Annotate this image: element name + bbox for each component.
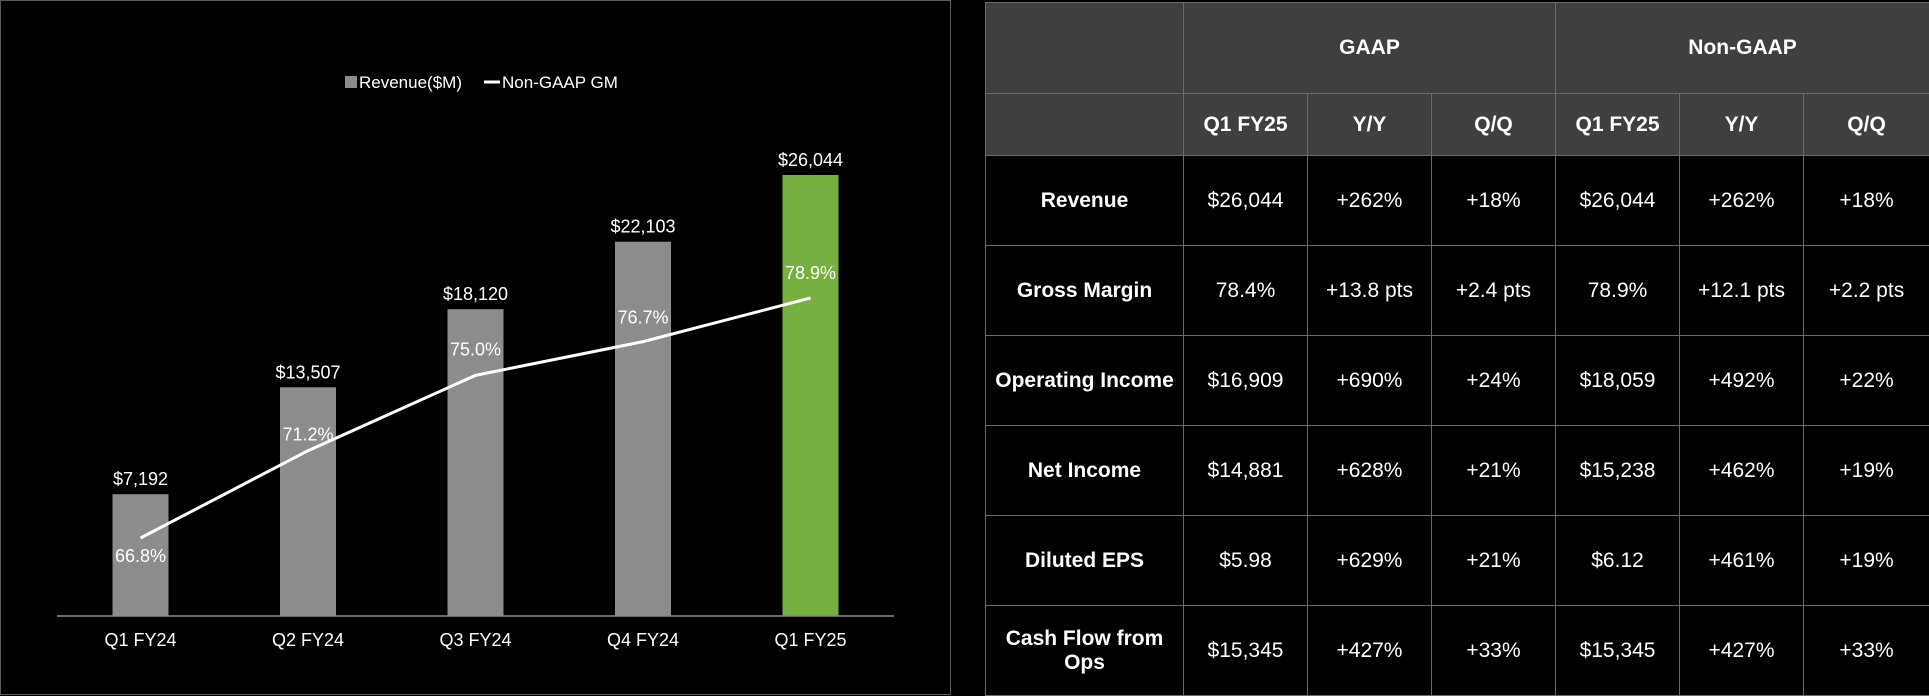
column-header: Q/Q bbox=[1804, 94, 1929, 156]
x-tick-label: Q1 FY24 bbox=[104, 630, 176, 650]
legend-label-gm: Non-GAAP GM bbox=[502, 73, 618, 92]
bar-value-label: $18,120 bbox=[443, 284, 508, 304]
table-row: Diluted EPS$5.98+629%+21%$6.12+461%+19% bbox=[986, 516, 1929, 606]
table-row: Operating Income$16,909+690%+24%$18,059+… bbox=[986, 336, 1929, 426]
bar-value-label: $26,044 bbox=[778, 150, 843, 170]
column-header: Q/Q bbox=[1432, 94, 1556, 156]
revenue-gm-chart: Revenue($M) Non-GAAP GM $7,192 $13,507 $18… bbox=[1, 1, 952, 696]
table-row: Revenue$26,044+262%+18%$26,044+262%+18% bbox=[986, 156, 1929, 246]
table-cell: +33% bbox=[1432, 606, 1556, 696]
legend-swatch-revenue bbox=[345, 76, 357, 88]
column-header: Y/Y bbox=[1680, 94, 1804, 156]
table-cell: $5.98 bbox=[1184, 516, 1308, 606]
table-row: Net Income$14,881+628%+21%$15,238+462%+1… bbox=[986, 426, 1929, 516]
table-cell: +13.8 pts bbox=[1308, 246, 1432, 336]
table-cell: +628% bbox=[1308, 426, 1432, 516]
table-cell: 78.4% bbox=[1184, 246, 1308, 336]
row-label: Gross Margin bbox=[986, 246, 1184, 336]
table-cell: $26,044 bbox=[1556, 156, 1680, 246]
gaap-group-header: GAAP bbox=[1184, 3, 1556, 94]
sub-header-row: Q1 FY25 Y/Y Q/Q Q1 FY25 Y/Y Q/Q bbox=[986, 94, 1929, 156]
gm-value-label: 76.7% bbox=[617, 308, 668, 328]
table-cell: $14,881 bbox=[1184, 426, 1308, 516]
revenue-bar bbox=[280, 387, 336, 616]
table-cell: $18,059 bbox=[1556, 336, 1680, 426]
column-header: Q1 FY25 bbox=[1556, 94, 1680, 156]
table-cell: +461% bbox=[1680, 516, 1804, 606]
table-cell: +19% bbox=[1804, 426, 1929, 516]
table-cell: $15,345 bbox=[1556, 606, 1680, 696]
table-cell: +690% bbox=[1308, 336, 1432, 426]
row-label: Operating Income bbox=[986, 336, 1184, 426]
row-label: Revenue bbox=[986, 156, 1184, 246]
group-header-row: GAAP Non-GAAP bbox=[986, 3, 1929, 94]
column-header: Q1 FY25 bbox=[1184, 94, 1308, 156]
x-tick-label: Q3 FY24 bbox=[439, 630, 511, 650]
table-cell: +462% bbox=[1680, 426, 1804, 516]
non-gaap-group-header: Non-GAAP bbox=[1556, 3, 1929, 94]
chart-legend: Revenue($M) Non-GAAP GM bbox=[345, 73, 618, 92]
table-cell: +24% bbox=[1432, 336, 1556, 426]
financial-summary-table: GAAP Non-GAAP Q1 FY25 Y/Y Q/Q Q1 FY25 Y/… bbox=[985, 2, 1929, 696]
revenue-bar bbox=[615, 242, 671, 616]
table-cell: +427% bbox=[1308, 606, 1432, 696]
corner-header-cell-2 bbox=[986, 94, 1184, 156]
table-cell: +2.4 pts bbox=[1432, 246, 1556, 336]
x-tick-label: Q1 FY25 bbox=[774, 630, 846, 650]
gm-value-label: 78.9% bbox=[785, 263, 836, 283]
table-cell: +629% bbox=[1308, 516, 1432, 606]
gm-value-label: 71.2% bbox=[282, 425, 333, 445]
x-tick-label: Q4 FY24 bbox=[607, 630, 679, 650]
row-label: Net Income bbox=[986, 426, 1184, 516]
table-row: Cash Flow from Ops$15,345+427%+33%$15,34… bbox=[986, 606, 1929, 696]
bar-value-label: $22,103 bbox=[610, 217, 675, 237]
table-cell: +2.2 pts bbox=[1804, 246, 1929, 336]
table-cell: +21% bbox=[1432, 516, 1556, 606]
column-header: Y/Y bbox=[1308, 94, 1432, 156]
table-cell: $16,909 bbox=[1184, 336, 1308, 426]
table-cell: +12.1 pts bbox=[1680, 246, 1804, 336]
table-cell: $26,044 bbox=[1184, 156, 1308, 246]
table-cell: +427% bbox=[1680, 606, 1804, 696]
revenue-bar bbox=[783, 175, 839, 616]
gm-value-label: 66.8% bbox=[115, 546, 166, 566]
table-cell: $6.12 bbox=[1556, 516, 1680, 606]
row-label: Cash Flow from Ops bbox=[986, 606, 1184, 696]
table-cell: 78.9% bbox=[1556, 246, 1680, 336]
table-cell: $15,345 bbox=[1184, 606, 1308, 696]
revenue-chart-panel: Revenue($M) Non-GAAP GM $7,192 $13,507 $18… bbox=[0, 0, 951, 695]
table-cell: +18% bbox=[1432, 156, 1556, 246]
table-cell: +18% bbox=[1804, 156, 1929, 246]
table-cell: +492% bbox=[1680, 336, 1804, 426]
table-cell: +22% bbox=[1804, 336, 1929, 426]
corner-header-cell bbox=[986, 3, 1184, 94]
table-cell: +262% bbox=[1308, 156, 1432, 246]
bar-value-label: $7,192 bbox=[113, 469, 168, 489]
legend-label-revenue: Revenue($M) bbox=[359, 73, 462, 92]
table-cell: $15,238 bbox=[1556, 426, 1680, 516]
gm-value-label: 75.0% bbox=[450, 339, 501, 359]
row-label: Diluted EPS bbox=[986, 516, 1184, 606]
table-cell: +19% bbox=[1804, 516, 1929, 606]
x-tick-label: Q2 FY24 bbox=[272, 630, 344, 650]
table-cell: +262% bbox=[1680, 156, 1804, 246]
bar-value-label: $13,507 bbox=[275, 362, 340, 382]
table-cell: +33% bbox=[1804, 606, 1929, 696]
table-cell: +21% bbox=[1432, 426, 1556, 516]
